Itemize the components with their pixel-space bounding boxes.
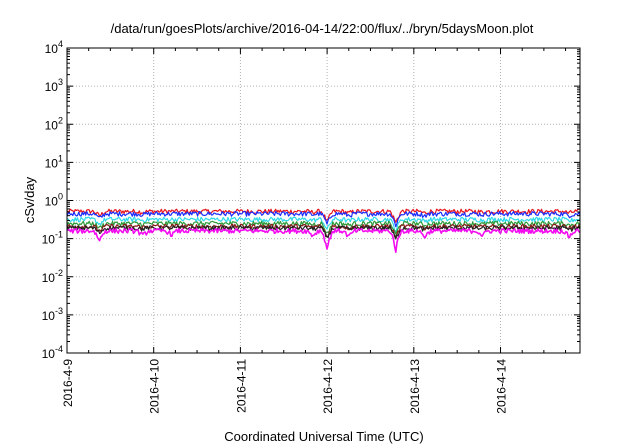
series-line xyxy=(66,211,581,228)
series-line xyxy=(66,225,581,240)
y-tick-label: 10-4 xyxy=(42,344,63,361)
plot-frame xyxy=(66,47,581,354)
series-layer xyxy=(66,208,581,253)
y-tick-label: 101 xyxy=(45,153,63,170)
x-axis-ticks: 2016-4-9 2016-4-10 2016-4-11 2016-4-12 2016-… xyxy=(61,48,567,414)
series-line xyxy=(66,227,581,253)
x-axis-label: Coordinated Universal Time (UTC) xyxy=(224,429,423,444)
chart-title: /data/run/goesPlots/archive/2016-04-14/2… xyxy=(111,21,534,36)
x-tick-label: 2016-4-14 xyxy=(495,359,509,414)
x-tick-label: 2016-4-13 xyxy=(408,359,422,414)
series-line xyxy=(66,216,581,233)
y-tick-label: 10-1 xyxy=(42,230,63,247)
y-tick-label: 102 xyxy=(45,115,63,132)
y-tick-label: 104 xyxy=(45,39,63,56)
grid xyxy=(67,48,580,353)
y-axis-ticks: 10-4 10-3 10-2 10-1 100 101 102 103 104 xyxy=(42,39,580,361)
x-tick-label: 2016-4-9 xyxy=(61,359,75,407)
x-tick-label: 2016-4-12 xyxy=(321,359,335,414)
y-tick-label: 10-3 xyxy=(42,306,63,323)
x-tick-label: 2016-4-10 xyxy=(148,359,162,414)
series-line xyxy=(66,220,581,235)
x-tick-label: 2016-4-11 xyxy=(234,359,248,413)
y-axis-label: cSv/day xyxy=(22,176,37,223)
y-tick-label: 103 xyxy=(45,77,63,94)
y-tick-label: 100 xyxy=(45,192,63,209)
y-tick-label: 10-2 xyxy=(42,268,63,285)
